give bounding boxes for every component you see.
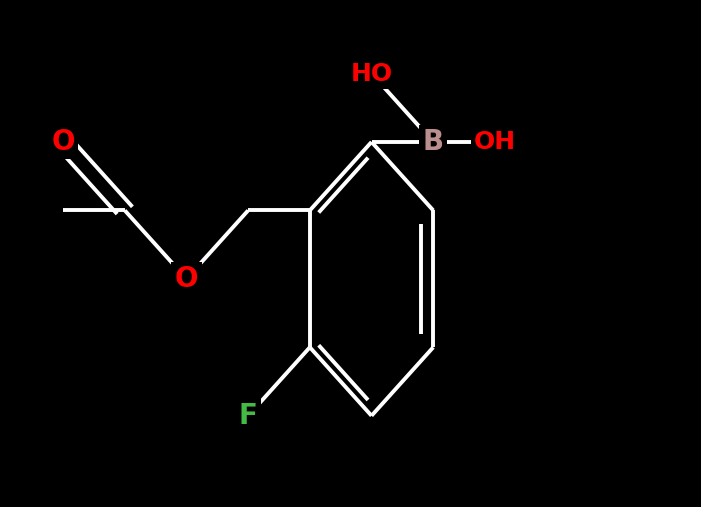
Text: F: F (239, 402, 257, 430)
Text: HO: HO (350, 61, 393, 86)
Text: O: O (175, 265, 198, 293)
Text: B: B (423, 128, 444, 156)
Text: O: O (51, 128, 75, 156)
Text: OH: OH (474, 130, 516, 154)
